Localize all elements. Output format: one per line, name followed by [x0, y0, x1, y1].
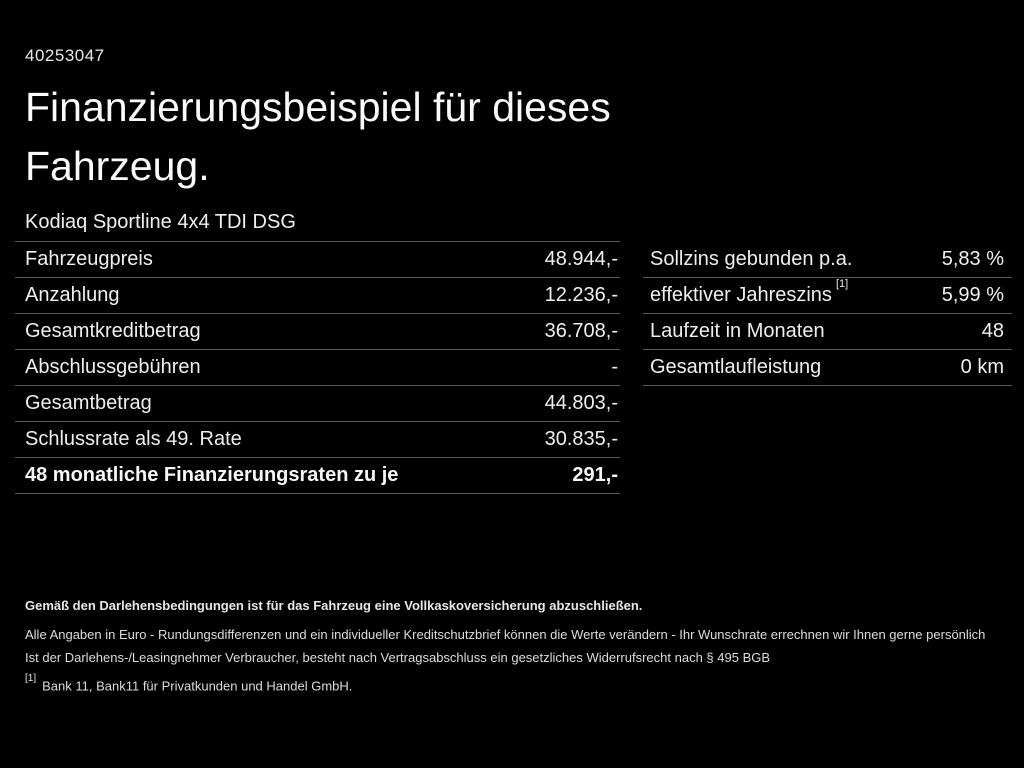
row-value: -	[611, 356, 618, 378]
row-label: Fahrzeugpreis	[25, 248, 153, 270]
footer-disclaimer-line: Ist der Darlehens-/Leasingnehmer Verbrau…	[25, 650, 771, 665]
row-label: Schlussrate als 49. Rate	[25, 428, 242, 450]
table-row-fahrzeugpreis: Fahrzeugpreis 48.944,-	[15, 242, 620, 278]
row-label-text: effektiver Jahreszins	[650, 284, 832, 306]
table-row-gesamtkreditbetrag: Gesamtkreditbetrag 36.708,-	[15, 314, 620, 350]
table-row-anzahlung: Anzahlung 12.236,-	[15, 278, 620, 314]
row-value: 48	[981, 320, 1004, 342]
row-label: Gesamtlaufleistung	[650, 356, 822, 378]
footer-bank-footnote: [1] Bank 11, Bank11 für Privatkunden und …	[25, 673, 1004, 694]
row-value: 0 km	[960, 356, 1004, 378]
row-label: Gesamtbetrag	[25, 392, 152, 414]
row-value: 5,99 %	[941, 284, 1004, 306]
footnote-marker: [1]	[835, 278, 849, 291]
row-value: 44.803,-	[544, 392, 618, 414]
row-label: Anzahlung	[25, 284, 120, 306]
row-value: 30.835,-	[544, 428, 618, 450]
footer-insurance-note: Gemäß den Darlehensbedingungen ist für d…	[25, 598, 643, 613]
row-label: Laufzeit in Monaten	[650, 320, 825, 342]
footer-disclaimers: Gemäß den Darlehensbedingungen ist für d…	[25, 598, 1004, 693]
vehicle-name: Kodiaq Sportline 4x4 TDI DSG	[25, 211, 296, 233]
table-row-gesamtlaufleistung: Gesamtlaufleistung 0 km	[643, 350, 1012, 386]
financing-table-right: Sollzins gebunden p.a. 5,83 % effektiver…	[643, 242, 1012, 386]
table-row-schlussrate: Schlussrate als 49. Rate 30.835,-	[15, 422, 620, 458]
footnote-marker: [1]	[25, 673, 37, 684]
row-label: Gesamtkreditbetrag	[25, 320, 201, 342]
footer-disclaimer-line: Alle Angaben in Euro - Rundungsdifferenz…	[25, 627, 986, 642]
row-value: 291,-	[572, 464, 618, 486]
row-value: 36.708,-	[544, 320, 618, 342]
table-row-monatsrate: 48 monatliche Finanzierungsraten zu je 2…	[15, 458, 620, 494]
footnote-text: Bank 11, Bank11 für Privatkunden und Han…	[42, 678, 353, 694]
table-row-effektiver-jahreszins: effektiver Jahreszins [1] 5,99 %	[643, 278, 1012, 314]
row-value: 12.236,-	[544, 284, 618, 306]
row-label: Abschlussgebühren	[25, 356, 201, 378]
row-label: effektiver Jahreszins [1]	[650, 278, 848, 307]
financing-table-left: Fahrzeugpreis 48.944,- Anzahlung 12.236,…	[15, 241, 620, 494]
table-row-abschlussgebuehren: Abschlussgebühren -	[15, 350, 620, 386]
row-value: 48.944,-	[544, 248, 618, 270]
page-title: Finanzierungsbeispiel für dieses Fahrzeug…	[25, 78, 611, 196]
table-row-laufzeit: Laufzeit in Monaten 48	[643, 314, 1012, 350]
page-title-line1: Finanzierungsbeispiel für dieses	[25, 84, 611, 130]
table-row-gesamtbetrag: Gesamtbetrag 44.803,-	[15, 386, 620, 422]
row-label: 48 monatliche Finanzierungsraten zu je	[25, 464, 399, 486]
row-label: Sollzins gebunden p.a.	[650, 248, 853, 270]
table-row-sollzins: Sollzins gebunden p.a. 5,83 %	[643, 242, 1012, 278]
row-value: 5,83 %	[941, 248, 1004, 270]
page-id-number: 40253047	[25, 46, 105, 65]
page-title-line2: Fahrzeug.	[25, 143, 210, 189]
